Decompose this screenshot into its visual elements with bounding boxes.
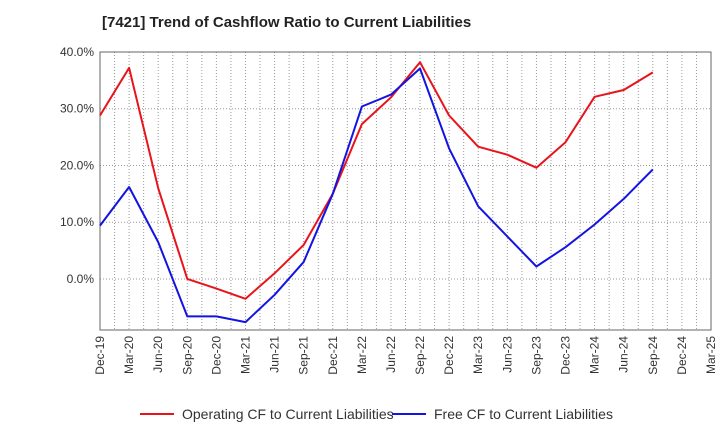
x-tick-label: Mar-25: [704, 336, 718, 374]
x-tick-label: Dec-22: [442, 336, 456, 375]
series-line-free-cf: [99, 67, 654, 324]
x-tick-label: Jun-21: [268, 336, 282, 373]
series-lines: [99, 61, 654, 324]
x-tick-label: Sep-23: [529, 336, 543, 375]
y-tick-labels: 40.0% 30.0% 20.0% 10.0% 0.0%: [60, 45, 94, 286]
legend-label: Operating CF to Current Liabilities: [182, 406, 394, 422]
x-tick-label: Dec-20: [209, 336, 223, 375]
legend: Operating CF to Current Liabilities Free …: [140, 406, 613, 422]
plot-area-frame: [99, 51, 712, 331]
x-tick-label: Jun-24: [617, 336, 631, 373]
x-tick-label: Mar-24: [588, 336, 602, 374]
series-line-operating-cf: [99, 61, 654, 300]
x-tick-label: Jun-22: [384, 336, 398, 373]
x-tick-label: Jun-20: [151, 336, 165, 373]
x-tick-label: Sep-20: [180, 336, 194, 375]
x-tick-label: Sep-21: [297, 336, 311, 375]
grid-lines: [100, 51, 711, 330]
x-tick-label: Mar-20: [122, 336, 136, 374]
x-tick-label: Dec-24: [675, 336, 689, 375]
y-tick-label: 0.0%: [67, 272, 95, 286]
x-tick-label: Sep-24: [646, 336, 660, 375]
x-tick-labels: Dec-19 Mar-20 Jun-20 Sep-20 Dec-20 Mar-21 Jun-…: [93, 336, 718, 375]
y-tick-label: 10.0%: [60, 215, 94, 229]
x-tick-label: Dec-21: [326, 336, 340, 375]
x-tick-label: Dec-23: [559, 336, 573, 375]
y-tick-label: 20.0%: [60, 158, 94, 172]
x-tick-label: Jun-23: [500, 336, 514, 373]
chart-title: [7421] Trend of Cashflow Ratio to Curren…: [102, 14, 472, 31]
legend-label: Free CF to Current Liabilities: [434, 406, 613, 422]
x-tick-label: Mar-22: [355, 336, 369, 374]
x-tick-label: Sep-22: [413, 336, 427, 375]
x-tick-label: Mar-23: [471, 336, 485, 374]
x-tick-label: Dec-19: [93, 336, 107, 375]
y-tick-label: 40.0%: [60, 45, 94, 59]
x-tick-label: Mar-21: [238, 336, 252, 374]
y-tick-label: 30.0%: [60, 102, 94, 116]
